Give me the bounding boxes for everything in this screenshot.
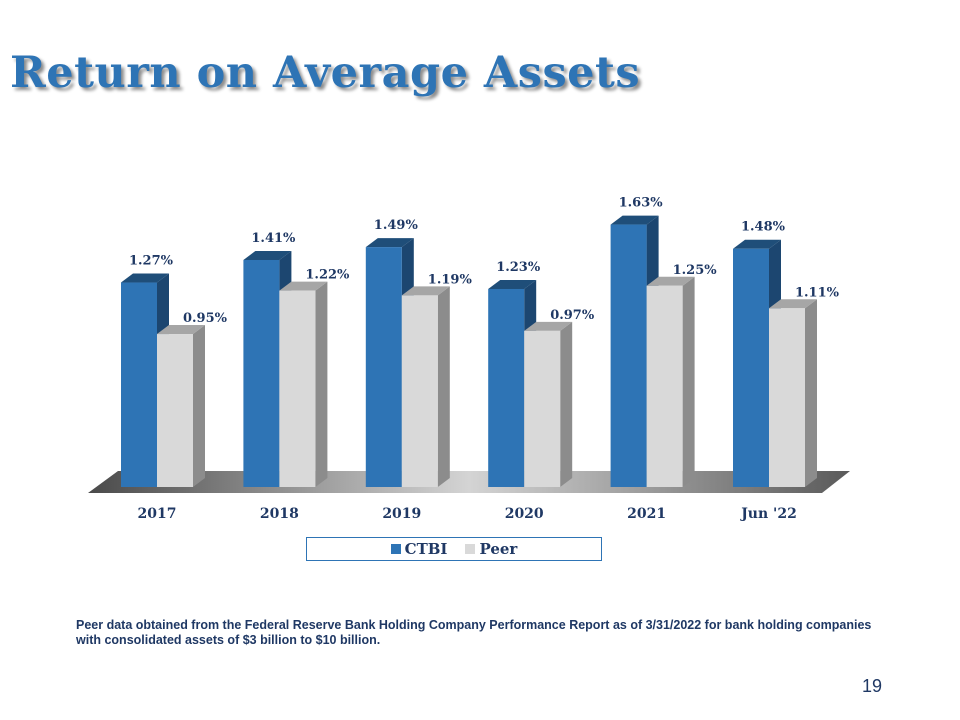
- bar-front: [488, 288, 525, 487]
- data-label-peer-5: 1.11%: [795, 285, 840, 300]
- bar-top: [733, 239, 781, 249]
- data-label-ctbi-4: 1.63%: [619, 196, 664, 211]
- bar-peer-2: [401, 286, 450, 487]
- legend-label-ctbi: CTBI: [404, 540, 448, 558]
- category-label-3: 2020: [505, 506, 544, 522]
- bar-front: [365, 247, 402, 487]
- bar-side: [437, 286, 450, 487]
- bar-top: [524, 321, 573, 331]
- bar-side: [805, 299, 817, 487]
- bar-top: [365, 238, 414, 248]
- data-label-peer-2: 1.19%: [428, 272, 473, 287]
- bar-peer-4: [646, 276, 695, 487]
- bar-top: [157, 325, 205, 335]
- bar-peer-5: [769, 299, 817, 487]
- bar-front: [279, 290, 316, 487]
- slide-title: Return on Average Assets: [10, 48, 641, 98]
- data-label-ctbi-0: 1.27%: [129, 254, 174, 269]
- data-label-peer-0: 0.95%: [183, 311, 228, 326]
- data-label-peer-1: 1.22%: [305, 268, 350, 283]
- data-label-ctbi-1: 1.41%: [251, 231, 296, 246]
- bar-top: [646, 276, 695, 286]
- bar-top: [279, 281, 328, 291]
- bar-front: [157, 334, 193, 487]
- bar-front: [121, 282, 157, 487]
- data-label-ctbi-2: 1.49%: [374, 218, 419, 233]
- bar-top: [243, 250, 292, 260]
- bar-front: [610, 224, 647, 487]
- category-label-2: 2019: [382, 506, 421, 522]
- bar-peer-0: [157, 325, 205, 487]
- bar-side: [560, 321, 573, 487]
- data-label-ctbi-5: 1.48%: [741, 220, 786, 235]
- footnote: Peer data obtained from the Federal Rese…: [76, 618, 872, 647]
- bar-top: [769, 299, 817, 309]
- bar-side: [682, 276, 695, 487]
- legend-label-peer: Peer: [479, 540, 518, 558]
- roaa-bar-chart: 1.27% 0.95% 2017 1.41% 1.22% 2018 1.49% 1.19% 20…: [88, 196, 850, 522]
- bar-front: [733, 248, 769, 487]
- bar-peer-1: [279, 281, 328, 487]
- chart-legend: CTBI Peer: [306, 537, 602, 561]
- bar-top: [610, 215, 659, 225]
- legend-item-ctbi: CTBI: [390, 540, 448, 558]
- data-label-ctbi-3: 1.23%: [496, 260, 541, 275]
- legend-swatch-peer: [465, 544, 476, 554]
- bar-front: [769, 308, 805, 487]
- category-label-5: Jun '22: [739, 506, 797, 522]
- category-label-0: 2017: [138, 506, 177, 522]
- category-label-4: 2021: [627, 506, 666, 522]
- category-label-1: 2018: [260, 506, 299, 522]
- bar-front: [524, 330, 561, 487]
- bar-front: [646, 285, 683, 487]
- bar-top: [401, 286, 450, 296]
- page-number: 19: [862, 676, 883, 696]
- bar-side: [193, 325, 205, 487]
- legend-swatch-ctbi: [390, 544, 401, 554]
- bar-top: [488, 279, 537, 289]
- data-label-peer-3: 0.97%: [550, 308, 595, 323]
- bar-peer-3: [524, 321, 573, 487]
- legend-item-peer: Peer: [465, 540, 517, 558]
- bar-side: [315, 281, 328, 487]
- bar-top: [121, 273, 169, 283]
- bar-front: [401, 295, 438, 487]
- data-label-peer-4: 1.25%: [673, 263, 718, 278]
- bar-front: [243, 259, 280, 487]
